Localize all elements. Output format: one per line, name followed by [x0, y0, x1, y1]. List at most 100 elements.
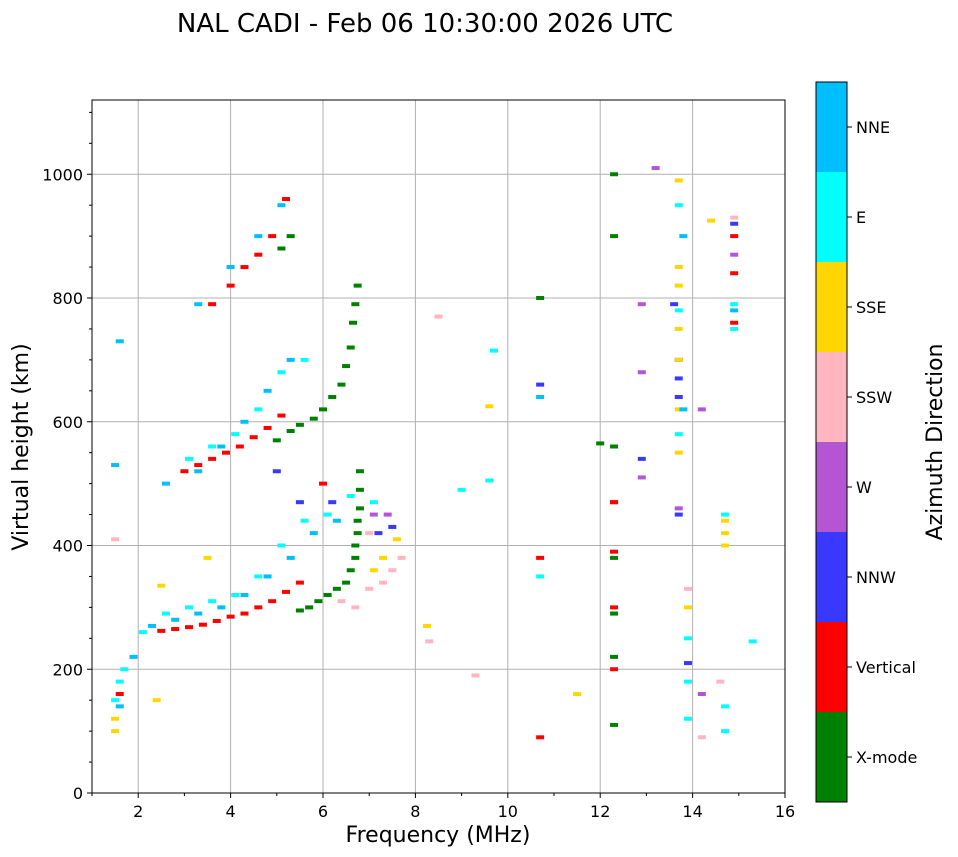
- data-point: [674, 265, 683, 270]
- data-point: [208, 444, 217, 449]
- y-axis-ticks: 0 200 400 600 800 1000: [42, 111, 92, 803]
- data-point: [365, 586, 374, 591]
- x-tick-label: 4: [226, 802, 236, 821]
- colorbar-segment: [816, 622, 847, 712]
- data-point: [254, 252, 263, 257]
- data-point: [152, 698, 161, 703]
- data-point: [536, 555, 545, 560]
- data-point: [148, 623, 157, 628]
- data-point: [180, 469, 189, 474]
- data-point: [351, 605, 360, 610]
- data-point: [272, 438, 281, 443]
- data-point: [355, 487, 364, 492]
- data-point: [674, 308, 683, 313]
- data-point: [388, 524, 397, 529]
- data-point: [573, 692, 582, 696]
- data-point: [355, 469, 364, 474]
- data-point: [226, 614, 235, 619]
- data-point: [305, 605, 314, 610]
- data-point: [730, 320, 739, 325]
- data-point: [254, 605, 263, 610]
- data-point: [720, 704, 729, 709]
- data-point: [697, 692, 706, 696]
- data-point: [353, 283, 362, 288]
- x-tick-label: 12: [590, 802, 610, 821]
- data-point: [720, 531, 729, 536]
- y-tick-label: 600: [52, 413, 83, 432]
- data-point: [730, 234, 739, 239]
- data-point: [208, 302, 217, 307]
- data-point: [212, 618, 221, 623]
- data-point: [610, 234, 619, 239]
- colorbar-label: X-mode: [856, 748, 917, 767]
- data-point: [323, 512, 332, 517]
- data-point: [185, 625, 194, 630]
- data-point: [355, 506, 364, 511]
- data-point: [309, 416, 318, 421]
- data-point: [254, 234, 263, 239]
- data-point: [161, 611, 170, 616]
- data-point: [282, 197, 291, 201]
- data-point: [217, 605, 226, 610]
- y-tick-label: 800: [52, 289, 83, 308]
- data-point: [295, 500, 304, 505]
- data-point: [388, 568, 397, 573]
- data-point: [300, 357, 309, 362]
- data-point: [254, 407, 263, 412]
- plot-frame: [91, 99, 786, 794]
- data-point: [707, 218, 716, 223]
- data-point: [111, 729, 120, 734]
- data-point: [610, 611, 619, 616]
- data-point: [674, 407, 683, 412]
- data-point: [670, 302, 679, 307]
- data-point: [111, 698, 120, 703]
- data-point: [157, 628, 166, 633]
- data-point: [637, 302, 646, 307]
- data-point: [328, 395, 337, 399]
- data-point: [485, 478, 494, 483]
- data-point: [369, 512, 378, 517]
- data-point: [314, 599, 323, 604]
- data-point: [674, 450, 683, 455]
- data-point: [674, 506, 683, 511]
- data-point: [198, 622, 207, 627]
- data-point: [351, 543, 360, 548]
- data-point: [674, 283, 683, 288]
- data-point: [240, 611, 249, 616]
- data-point: [231, 593, 240, 597]
- data-point: [683, 605, 692, 610]
- data-point: [730, 308, 739, 313]
- data-point: [194, 469, 203, 474]
- data-point: [115, 339, 124, 344]
- data-point: [295, 422, 304, 427]
- data-point: [286, 429, 295, 434]
- data-point: [683, 661, 692, 666]
- data-point: [720, 543, 729, 548]
- data-point: [309, 531, 318, 536]
- data-point: [349, 320, 358, 325]
- data-point: [295, 580, 304, 585]
- data-point: [286, 555, 295, 560]
- data-point: [730, 215, 739, 220]
- data-point: [674, 512, 683, 517]
- data-point: [342, 580, 351, 585]
- data-point: [536, 296, 545, 300]
- data-point: [610, 500, 619, 505]
- data-point: [226, 283, 235, 288]
- data-point: [379, 580, 388, 585]
- data-point: [254, 574, 263, 579]
- data-point: [328, 500, 337, 505]
- data-point: [369, 500, 378, 505]
- data-point: [720, 518, 729, 523]
- y-tick-label: 0: [73, 784, 83, 803]
- data-point: [286, 234, 295, 239]
- data-point: [369, 568, 378, 573]
- colorbar-segment: [816, 532, 847, 622]
- data-point: [194, 611, 203, 616]
- data-point: [610, 549, 619, 554]
- data-point: [342, 364, 351, 369]
- data-point: [674, 178, 683, 183]
- x-tick-label: 2: [133, 802, 143, 821]
- data-point: [346, 494, 355, 498]
- data-point: [637, 370, 646, 375]
